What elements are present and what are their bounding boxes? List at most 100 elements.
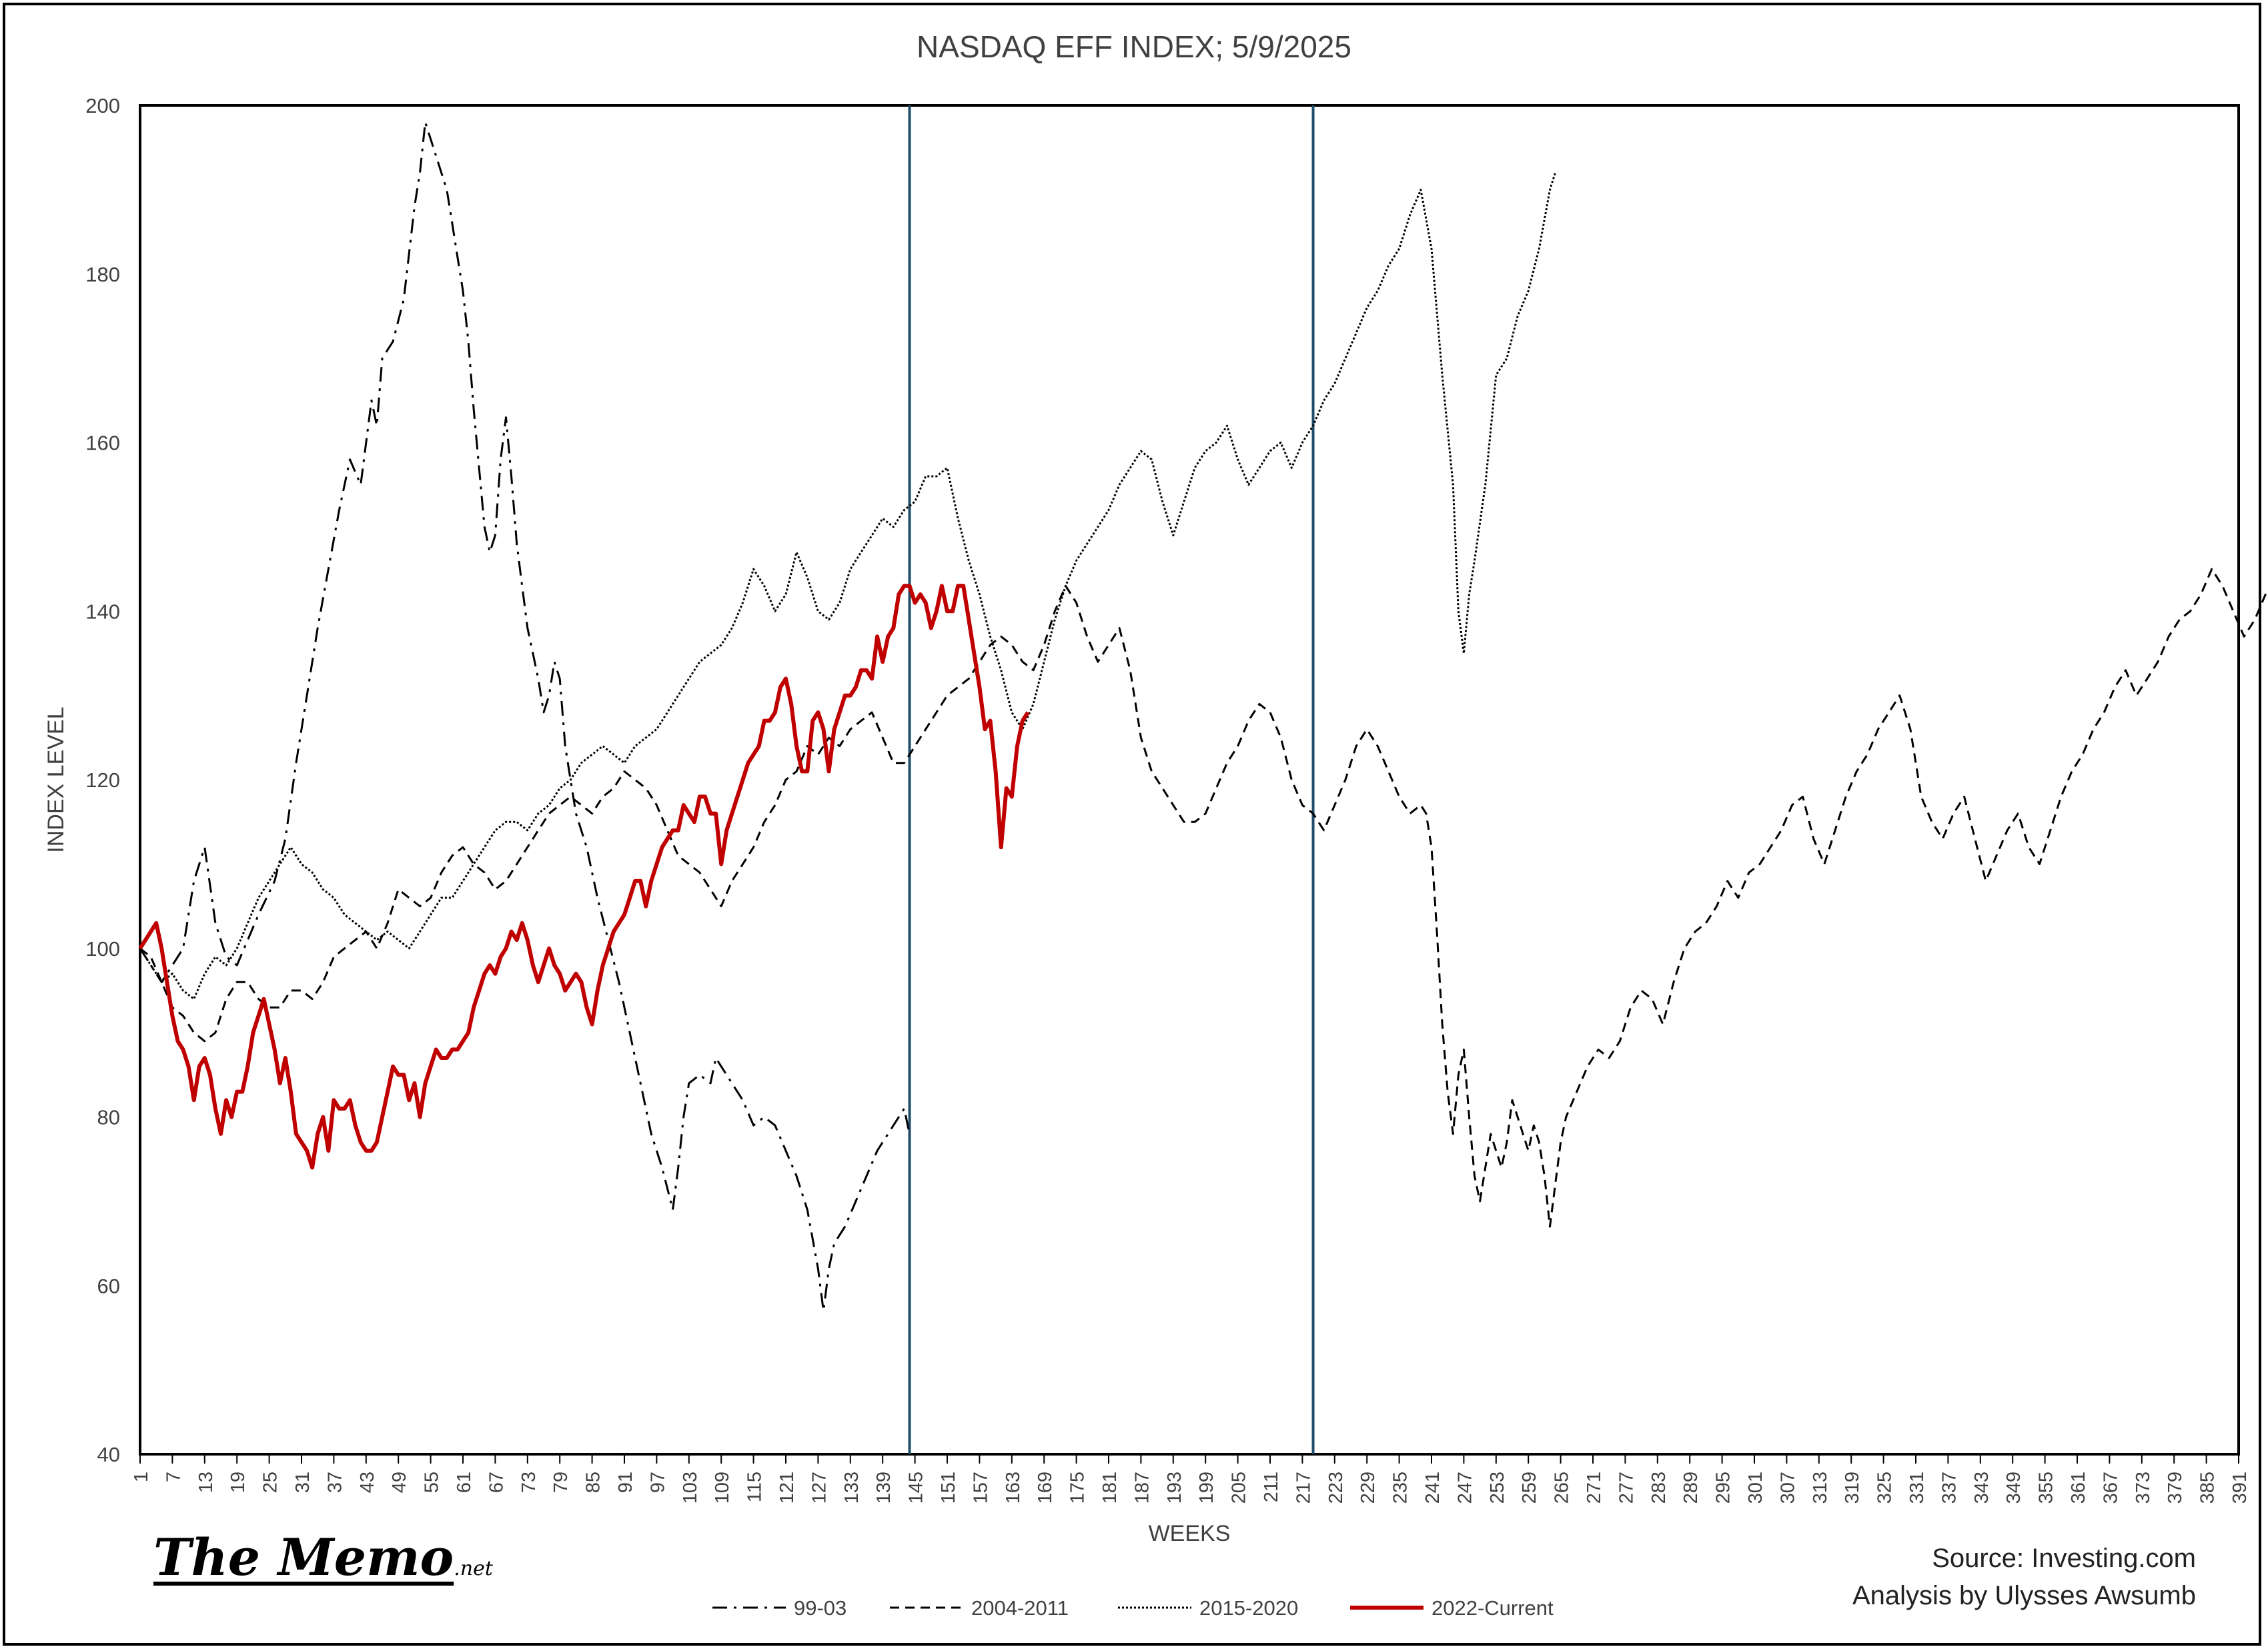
x-tick-label: 175 [1067,1472,1089,1504]
chart-frame [3,3,2261,1646]
x-tick-label: 367 [2100,1472,2121,1504]
series-line-2022-current [138,584,1030,1170]
y-axis-label: INDEX LEVEL [43,706,69,853]
x-tick-label: 169 [1035,1472,1056,1504]
x-tick-label: 97 [647,1472,668,1493]
x-tick-label: 55 [422,1472,443,1493]
legend: 99-03 2004-2011 2015-2020 2022-Current [712,1596,1554,1620]
y-tick-label: 100 [85,937,120,961]
y-axis-ticks: 40 60 80 100 120 140 160 180 200 [85,94,120,1466]
x-tick-label: 73 [518,1472,540,1493]
x-tick-label: 337 [1938,1472,1960,1504]
x-tick-label: 211 [1261,1472,1282,1502]
x-tick-label: 229 [1357,1472,1379,1504]
x-tick-label: 151 [938,1472,959,1504]
x-tick-label: 109 [712,1472,733,1504]
x-tick-label: 295 [1713,1472,1734,1504]
x-tick-label: 277 [1616,1472,1637,1504]
x-tick-label: 259 [1519,1472,1540,1504]
x-tick-label: 67 [486,1472,507,1493]
series-line-2004-2011 [139,568,2268,1228]
x-tick-label: 355 [2036,1472,2057,1504]
credits: Source: Investing.com Analysis by Ulysse… [1852,1540,2196,1614]
x-tick-label: 91 [615,1472,636,1493]
x-tick-label: 19 [227,1472,249,1493]
x-tick-label: 1 [131,1472,152,1482]
x-tick-label: 85 [583,1472,604,1493]
x-tick-label: 325 [1874,1472,1896,1504]
x-tick-label: 385 [2197,1472,2219,1504]
x-tick-label: 79 [550,1472,572,1493]
legend-label: 2022-Current [1432,1596,1554,1620]
the-memo-logo: The Memo.net [153,1528,493,1587]
x-tick-label: 247 [1454,1472,1476,1504]
plot-area [139,104,2240,1456]
x-tick-label: 265 [1552,1472,1573,1504]
x-tick-label: 25 [260,1472,281,1493]
x-tick-label: 379 [2165,1472,2186,1504]
legend-label: 2004-2011 [971,1596,1069,1620]
x-tick-label: 313 [1810,1472,1831,1504]
x-tick-label: 103 [680,1472,701,1504]
x-tick-label: 217 [1293,1472,1314,1504]
y-tick-label: 80 [97,1106,120,1129]
analysis-text: Analysis by Ulysses Awsumb [1852,1581,2196,1610]
logo-suffix-text: .net [454,1557,493,1580]
y-tick-label: 120 [85,768,120,792]
x-tick-label: 31 [292,1472,314,1493]
x-tick-label: 241 [1422,1472,1444,1504]
y-tick-label: 200 [85,94,120,117]
x-tick-label: 271 [1584,1472,1605,1504]
series-layer [138,121,2268,1312]
legend-label: 99-03 [794,1596,846,1620]
x-tick-label: 361 [2068,1472,2089,1504]
y-tick-label: 180 [85,263,120,286]
y-tick-label: 40 [97,1443,120,1466]
x-axis-ticks: 1 7 13 19 25 31 37 43 49 55 61 67 73 79 85 91 97 103 109 11… [131,1454,2251,1504]
x-tick-label: 163 [1003,1472,1024,1504]
x-tick-label: 115 [744,1472,766,1502]
x-tick-label: 301 [1745,1472,1766,1504]
x-tick-label: 121 [776,1472,798,1504]
x-tick-label: 181 [1099,1472,1121,1504]
x-tick-label: 307 [1777,1472,1798,1504]
y-tick-label: 160 [85,432,120,455]
x-axis-label: WEEKS [1149,1521,1231,1546]
x-tick-label: 193 [1164,1472,1185,1504]
series-line-99-03 [139,121,911,1312]
chart-title: NASDAQ EFF INDEX; 5/9/2025 [917,29,1351,64]
x-tick-label: 331 [1906,1472,1928,1504]
x-tick-label: 349 [2003,1472,2025,1504]
x-tick-label: 139 [873,1472,895,1504]
x-tick-label: 289 [1680,1472,1702,1504]
source-text: Source: Investing.com [1932,1544,2196,1573]
x-tick-label: 13 [195,1472,217,1493]
x-tick-label: 7 [163,1472,184,1482]
legend-label: 2015-2020 [1199,1596,1298,1620]
x-tick-label: 127 [808,1472,830,1504]
x-tick-label: 235 [1390,1472,1411,1504]
reference-lines [908,105,1315,1454]
x-tick-label: 187 [1131,1472,1153,1504]
x-tick-label: 283 [1648,1472,1670,1504]
x-tick-label: 145 [906,1472,927,1504]
x-tick-label: 157 [970,1472,991,1504]
series-line-2015-2020 [139,172,1556,1001]
x-tick-label: 37 [324,1472,346,1493]
x-tick-label: 199 [1196,1472,1217,1504]
x-tick-label: 223 [1325,1472,1347,1504]
x-tick-label: 49 [389,1472,410,1493]
x-tick-label: 205 [1229,1472,1250,1504]
x-tick-label: 133 [841,1472,863,1504]
y-tick-label: 140 [85,600,120,623]
y-tick-label: 60 [97,1274,120,1297]
x-tick-label: 253 [1487,1472,1508,1504]
x-tick-label: 373 [2133,1472,2154,1504]
x-tick-label: 43 [357,1472,378,1493]
logo-main-text: The Memo [153,1528,454,1587]
x-tick-label: 319 [1842,1472,1863,1504]
x-tick-label: 61 [454,1472,475,1493]
x-tick-label: 343 [1971,1472,1993,1504]
x-tick-label: 391 [2229,1472,2251,1504]
